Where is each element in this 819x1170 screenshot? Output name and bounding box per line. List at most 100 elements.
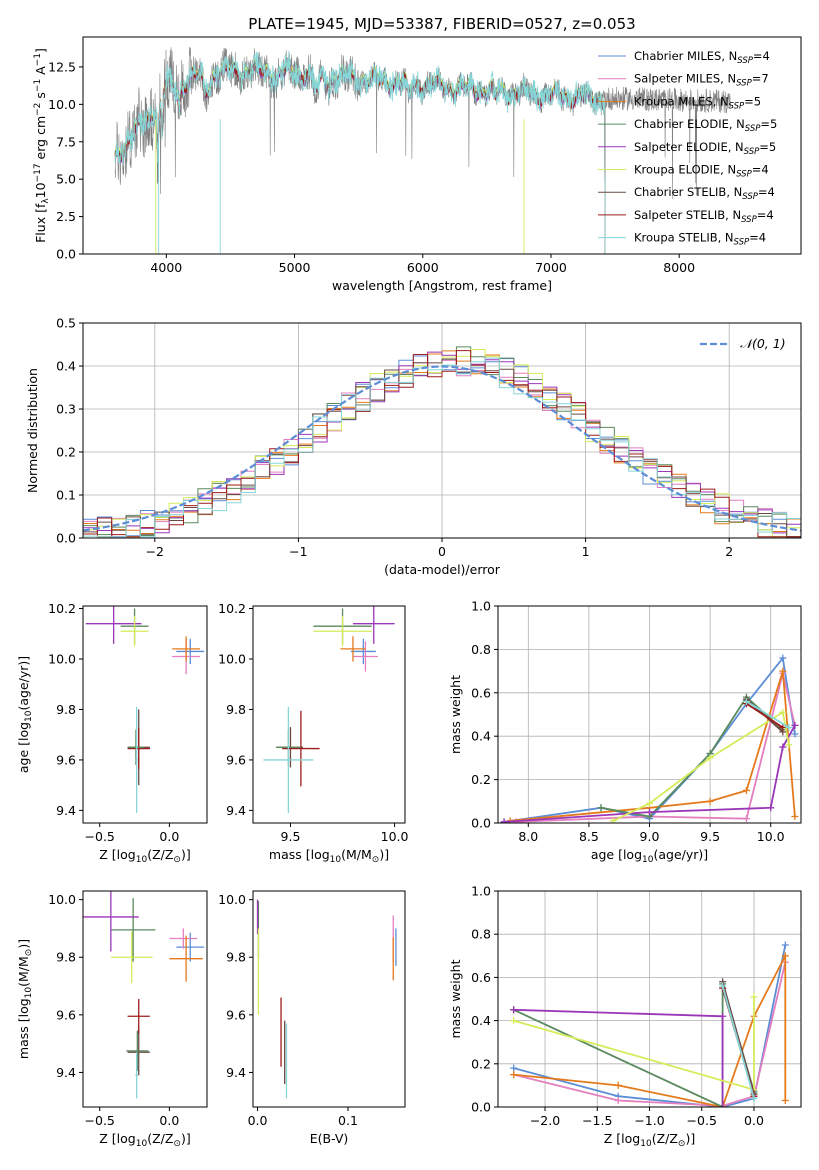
x-tick-label: 6000 <box>407 260 439 275</box>
y-tick-label: 10.0 <box>218 892 246 907</box>
x-tick-label: 0.1 <box>338 1113 358 1128</box>
weight-marker <box>779 743 787 751</box>
errorbar-point <box>135 706 139 813</box>
legend-entry: Chabrier ELODIE, NSSP=5 <box>634 117 777 134</box>
x-tick-label: 9.0 <box>640 829 660 844</box>
weight-marker <box>791 721 799 729</box>
chart-age-Z: −0.5 0.0 9.4 9.6 9.8 10.0 10.2 Z [log10(Z/Z⊙)] a… <box>16 601 208 865</box>
weight-marker <box>785 724 793 732</box>
y-tick-label: 0.0 <box>56 247 76 262</box>
errorbar-point <box>85 606 142 644</box>
plot-area <box>263 606 395 813</box>
weight-marker <box>785 741 793 749</box>
y-tick-label: 12.5 <box>48 59 76 74</box>
x-tick-label: 1 <box>582 544 590 559</box>
chart-mass-Z: −0.5 0.0 9.4 9.6 9.8 10.0 Z [log10(Z/Z⊙)] mass … <box>16 890 208 1149</box>
weight-marker <box>742 786 750 794</box>
x-tick-label: 8.0 <box>518 829 538 844</box>
errorbar-point <box>169 935 203 982</box>
errorbar-point <box>263 706 314 813</box>
y-tick-label: 10.0 <box>48 97 76 112</box>
weight-line <box>600 695 784 818</box>
weight-marker <box>510 1006 518 1014</box>
y-tick-label: 9.4 <box>226 1065 246 1080</box>
errorbar-point <box>110 931 153 984</box>
y-tick-label: 9.8 <box>56 950 76 965</box>
x-tick-label: 0.0 <box>248 1113 268 1128</box>
x-tick-label: −0.5 <box>85 829 115 844</box>
x-tick-label: −2.0 <box>530 1113 560 1128</box>
x-tick-label: −0.5 <box>85 1113 115 1128</box>
y-tick-label: 9.4 <box>226 803 246 818</box>
weight-line <box>510 670 796 822</box>
errorbar-point <box>127 729 145 765</box>
x-axis-label: mass [log10(M/M⊙)] <box>269 847 389 865</box>
errorbar-point <box>126 1030 149 1071</box>
weight-marker <box>646 808 653 816</box>
chart-weights-Z: −2.0 −1.5 −1.0 −0.5 0.0 0.0 0.2 0.4 0.6 0.8 1.0 Z [… <box>448 884 802 1149</box>
weight-line <box>513 944 787 1107</box>
weight-series-8 <box>742 697 793 732</box>
x-tick-label: −2 <box>146 544 164 559</box>
errorbar-point <box>340 636 366 662</box>
y-tick-label: 10.2 <box>218 601 246 616</box>
axes-frame <box>82 890 208 1108</box>
y-axis-label: mass weight <box>448 675 463 754</box>
y-tick-label: 1.0 <box>471 884 491 899</box>
weight-marker <box>597 804 605 812</box>
weight-marker <box>510 1064 518 1072</box>
y-tick-label: 0.0 <box>471 816 491 831</box>
x-tick-label: 10.0 <box>381 829 409 844</box>
y-tick-label: 7.5 <box>56 134 76 149</box>
y-tick-label: 10.0 <box>48 892 76 907</box>
errorbar-point <box>127 1029 150 1076</box>
weight-series-7 <box>742 700 787 732</box>
y-axis-label: Flux [fλ10−17 erg cm−2 s−1 A−1] <box>33 48 51 243</box>
y-tick-label: 0.6 <box>471 685 491 700</box>
y-tick-label: 0.2 <box>471 772 491 787</box>
weight-marker <box>719 982 727 990</box>
legend: Chabrier MILES, NSSP=4 Salpeter MILES, NS… <box>598 49 777 248</box>
x-axis-label: Z [log10(Z/Z⊙)] <box>99 847 190 865</box>
weight-line <box>612 710 790 822</box>
weight-marker <box>781 1097 789 1105</box>
weight-marker <box>742 697 750 705</box>
x-tick-label: 7000 <box>535 260 567 275</box>
weight-marker <box>614 1081 622 1089</box>
weight-marker <box>614 1097 622 1105</box>
y-axis-label: Normed distribution <box>25 368 40 493</box>
weight-marker <box>779 724 787 732</box>
weight-series-5 <box>510 993 758 1094</box>
weight-marker <box>719 1012 727 1020</box>
y-tick-label: 9.6 <box>226 1007 246 1022</box>
weight-line <box>746 700 790 729</box>
y-axis-label: mass weight <box>448 959 463 1038</box>
weight-marker <box>779 667 787 675</box>
x-tick-label: 10.0 <box>757 829 785 844</box>
errorbar-point <box>352 641 378 672</box>
errorbar-point <box>172 636 201 662</box>
x-tick-label: −0.5 <box>687 1113 717 1128</box>
y-tick-label: 0.0 <box>471 1100 491 1115</box>
weight-marker <box>706 754 714 762</box>
weight-marker <box>781 941 789 949</box>
x-axis-label: age [log10(age/yr)] <box>591 847 708 865</box>
y-tick-label: 9.6 <box>226 752 246 767</box>
weight-marker <box>510 1017 518 1025</box>
chart-residuals: −2 −1 0 1 2 0.0 0.1 0.2 0.3 0.4 0.5 (data-model)/er… <box>25 316 802 577</box>
x-tick-label: 8.5 <box>579 829 599 844</box>
weight-marker <box>767 804 775 812</box>
x-tick-label: −1.0 <box>634 1113 664 1128</box>
axes-frame <box>497 605 802 824</box>
weight-marker <box>750 1094 758 1102</box>
errorbar-point <box>350 638 376 665</box>
x-tick-label: 5000 <box>279 260 311 275</box>
axes-frame <box>82 322 802 539</box>
legend-entry: Kroupa ELODIE, NSSP=4 <box>634 163 769 180</box>
gaussian-reference-curve <box>83 365 801 532</box>
y-tick-label: 1.0 <box>471 599 491 614</box>
y-tick-label: 0.4 <box>471 1013 491 1028</box>
weight-series-4 <box>510 1006 727 1107</box>
x-tick-label: 4000 <box>150 260 182 275</box>
y-tick-label: 9.8 <box>226 950 246 965</box>
